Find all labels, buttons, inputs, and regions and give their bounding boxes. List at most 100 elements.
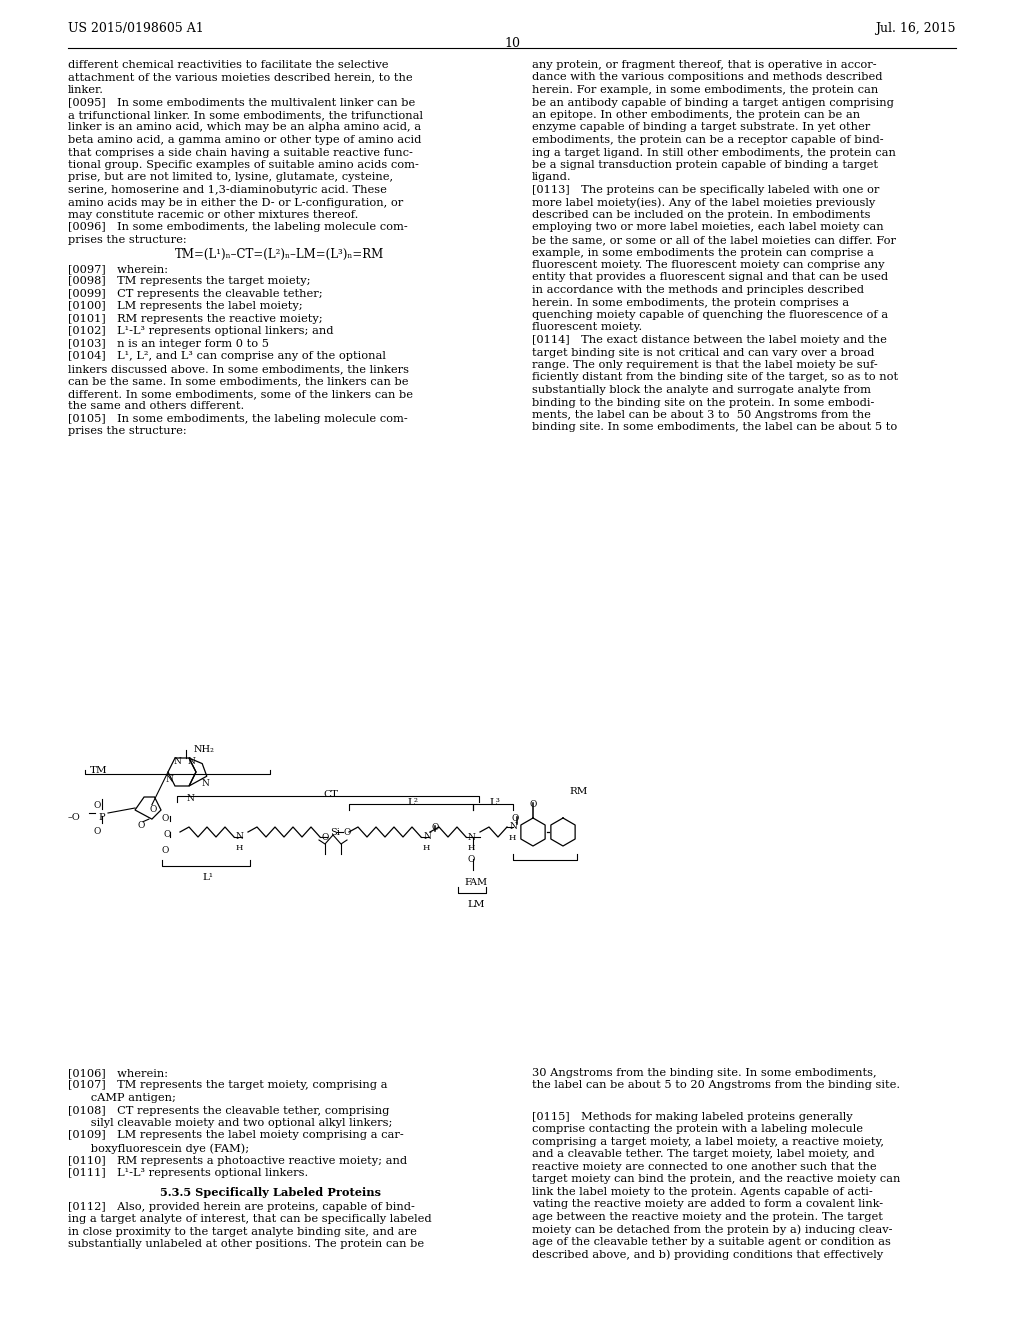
- Text: O: O: [162, 814, 169, 822]
- Text: [0106] wherein:: [0106] wherein:: [68, 1068, 168, 1078]
- Text: [0111] L¹-L³ represents optional linkers.: [0111] L¹-L³ represents optional linkers…: [68, 1168, 308, 1177]
- Text: embodiments, the protein can be a receptor capable of bind-: embodiments, the protein can be a recept…: [532, 135, 884, 145]
- Text: TM: TM: [90, 766, 108, 775]
- Text: ing a target ligand. In still other embodiments, the protein can: ing a target ligand. In still other embo…: [532, 148, 896, 157]
- Text: N: N: [187, 756, 196, 766]
- Text: [0108] CT represents the cleavable tether, comprising: [0108] CT represents the cleavable tethe…: [68, 1106, 389, 1115]
- Text: comprising a target moiety, a label moiety, a reactive moiety,: comprising a target moiety, a label moie…: [532, 1137, 884, 1147]
- Text: [0114] The exact distance between the label moiety and the: [0114] The exact distance between the la…: [532, 335, 887, 345]
- Text: dance with the various compositions and methods described: dance with the various compositions and …: [532, 73, 883, 82]
- Text: fluorescent moiety. The fluorescent moiety can comprise any: fluorescent moiety. The fluorescent moie…: [532, 260, 885, 271]
- Text: ing a target analyte of interest, that can be specifically labeled: ing a target analyte of interest, that c…: [68, 1214, 432, 1224]
- Text: enzyme capable of binding a target substrate. In yet other: enzyme capable of binding a target subst…: [532, 123, 870, 132]
- Text: [0101] RM represents the reactive moiety;: [0101] RM represents the reactive moiety…: [68, 314, 323, 323]
- Text: L²: L²: [407, 799, 418, 807]
- Text: moiety can be detached from the protein by a) inducing cleav-: moiety can be detached from the protein …: [532, 1224, 893, 1234]
- Text: prises the structure:: prises the structure:: [68, 235, 186, 246]
- Text: O: O: [468, 855, 475, 865]
- Text: H: H: [423, 843, 430, 851]
- Text: N: N: [468, 833, 476, 842]
- Text: N: N: [174, 756, 181, 766]
- Text: O: O: [137, 821, 144, 830]
- Text: O: O: [93, 801, 100, 810]
- Text: [0097] wherein:: [0097] wherein:: [68, 264, 168, 273]
- Text: substantially unlabeled at other positions. The protein can be: substantially unlabeled at other positio…: [68, 1239, 424, 1249]
- Text: cAMP antigen;: cAMP antigen;: [68, 1093, 176, 1104]
- Text: ments, the label can be about 3 to  50 Angstroms from the: ments, the label can be about 3 to 50 An…: [532, 411, 870, 420]
- Text: fluorescent moiety.: fluorescent moiety.: [532, 322, 642, 333]
- Text: the label can be about 5 to 20 Angstroms from the binding site.: the label can be about 5 to 20 Angstroms…: [532, 1081, 900, 1090]
- Text: reactive moiety are connected to one another such that the: reactive moiety are connected to one ano…: [532, 1162, 877, 1172]
- Text: H: H: [468, 843, 475, 851]
- Text: O: O: [93, 828, 100, 836]
- Text: prises the structure:: prises the structure:: [68, 426, 186, 436]
- Text: amino acids may be in either the D- or L-configuration, or: amino acids may be in either the D- or L…: [68, 198, 403, 207]
- Text: H: H: [509, 834, 516, 842]
- Text: NH₂: NH₂: [194, 744, 215, 754]
- Text: [0095] In some embodiments the multivalent linker can be: [0095] In some embodiments the multivale…: [68, 98, 416, 107]
- Text: [0104] L¹, L², and L³ can comprise any of the optional: [0104] L¹, L², and L³ can comprise any o…: [68, 351, 386, 362]
- Text: N: N: [509, 822, 517, 832]
- Text: a trifunctional linker. In some embodiments, the trifunctional: a trifunctional linker. In some embodime…: [68, 110, 423, 120]
- Text: quenching moiety capable of quenching the fluorescence of a: quenching moiety capable of quenching th…: [532, 310, 888, 319]
- Text: in accordance with the methods and principles described: in accordance with the methods and princ…: [532, 285, 864, 294]
- Text: O: O: [163, 830, 170, 840]
- Text: RM: RM: [569, 787, 588, 796]
- Text: O: O: [431, 822, 438, 832]
- Text: [0098] TM represents the target moiety;: [0098] TM represents the target moiety;: [68, 276, 310, 286]
- Text: H: H: [236, 843, 244, 851]
- Text: [0113] The proteins can be specifically labeled with one or: [0113] The proteins can be specifically …: [532, 185, 880, 195]
- Text: P: P: [98, 813, 104, 822]
- Text: –O: –O: [68, 813, 81, 822]
- Text: N: N: [202, 779, 210, 788]
- Text: 5.3.5 Specifically Labeled Proteins: 5.3.5 Specifically Labeled Proteins: [160, 1187, 381, 1197]
- Text: vating the reactive moiety are added to form a covalent link-: vating the reactive moiety are added to …: [532, 1200, 883, 1209]
- Text: US 2015/0198605 A1: US 2015/0198605 A1: [68, 22, 204, 36]
- Text: [0107] TM represents the target moiety, comprising a: [0107] TM represents the target moiety, …: [68, 1081, 387, 1090]
- Text: different. In some embodiments, some of the linkers can be: different. In some embodiments, some of …: [68, 389, 413, 399]
- Text: O: O: [511, 814, 518, 822]
- Text: described above, and b) providing conditions that effectively: described above, and b) providing condit…: [532, 1249, 883, 1259]
- Text: may constitute racemic or other mixtures thereof.: may constitute racemic or other mixtures…: [68, 210, 358, 220]
- Text: [0099] CT represents the cleavable tether;: [0099] CT represents the cleavable tethe…: [68, 289, 323, 298]
- Text: different chemical reactivities to facilitate the selective: different chemical reactivities to facil…: [68, 59, 388, 70]
- Text: silyl cleavable moiety and two optional alkyl linkers;: silyl cleavable moiety and two optional …: [68, 1118, 392, 1129]
- Text: O: O: [150, 805, 157, 814]
- Text: ficiently distant from the binding site of the target, so as to not: ficiently distant from the binding site …: [532, 372, 898, 383]
- Text: example, in some embodiments the protein can comprise a: example, in some embodiments the protein…: [532, 248, 873, 257]
- Text: target moiety can bind the protein, and the reactive moiety can: target moiety can bind the protein, and …: [532, 1175, 900, 1184]
- Text: N: N: [236, 832, 244, 841]
- Text: that comprises a side chain having a suitable reactive func-: that comprises a side chain having a sui…: [68, 148, 413, 157]
- Text: any protein, or fragment thereof, that is operative in accor-: any protein, or fragment thereof, that i…: [532, 59, 877, 70]
- Text: [0109] LM represents the label moiety comprising a car-: [0109] LM represents the label moiety co…: [68, 1130, 403, 1140]
- Text: L¹: L¹: [202, 873, 213, 882]
- Text: an epitope. In other embodiments, the protein can be an: an epitope. In other embodiments, the pr…: [532, 110, 860, 120]
- Text: and a cleavable tether. The target moiety, label moiety, and: and a cleavable tether. The target moiet…: [532, 1150, 874, 1159]
- Text: entity that provides a fluorescent signal and that can be used: entity that provides a fluorescent signa…: [532, 272, 888, 282]
- Text: FAM: FAM: [464, 878, 487, 887]
- Text: [0102] L¹-L³ represents optional linkers; and: [0102] L¹-L³ represents optional linkers…: [68, 326, 334, 337]
- Text: [0100] LM represents the label moiety;: [0100] LM represents the label moiety;: [68, 301, 303, 312]
- Text: tional group. Specific examples of suitable amino acids com-: tional group. Specific examples of suita…: [68, 160, 419, 170]
- Text: N: N: [166, 775, 174, 784]
- Text: age of the cleavable tether by a suitable agent or condition as: age of the cleavable tether by a suitabl…: [532, 1237, 891, 1247]
- Text: [0112] Also, provided herein are proteins, capable of bind-: [0112] Also, provided herein are protein…: [68, 1201, 415, 1212]
- Text: boxyfluorescein dye (FAM);: boxyfluorescein dye (FAM);: [68, 1143, 249, 1154]
- Text: age between the reactive moiety and the protein. The target: age between the reactive moiety and the …: [532, 1212, 883, 1222]
- Text: [0115] Methods for making labeled proteins generally: [0115] Methods for making labeled protei…: [532, 1111, 853, 1122]
- Text: serine, homoserine and 1,3-diaminobutyric acid. These: serine, homoserine and 1,3-diaminobutyri…: [68, 185, 387, 195]
- Text: binding site. In some embodiments, the label can be about 5 to: binding site. In some embodiments, the l…: [532, 422, 897, 433]
- Text: be an antibody capable of binding a target antigen comprising: be an antibody capable of binding a targ…: [532, 98, 894, 107]
- Text: O: O: [529, 800, 537, 809]
- Text: prise, but are not limited to, lysine, glutamate, cysteine,: prise, but are not limited to, lysine, g…: [68, 173, 393, 182]
- Text: can be the same. In some embodiments, the linkers can be: can be the same. In some embodiments, th…: [68, 376, 409, 387]
- Text: L³: L³: [489, 799, 500, 807]
- Text: link the label moiety to the protein. Agents capable of acti-: link the label moiety to the protein. Ag…: [532, 1187, 872, 1197]
- Text: binding to the binding site on the protein. In some embodi-: binding to the binding site on the prote…: [532, 397, 874, 408]
- Text: linker is an amino acid, which may be an alpha amino acid, a: linker is an amino acid, which may be an…: [68, 123, 421, 132]
- Text: herein. In some embodiments, the protein comprises a: herein. In some embodiments, the protein…: [532, 297, 849, 308]
- Text: [0096] In some embodiments, the labeling molecule com-: [0096] In some embodiments, the labeling…: [68, 223, 408, 232]
- Text: LM: LM: [467, 900, 484, 909]
- Text: [0105] In some embodiments, the labeling molecule com-: [0105] In some embodiments, the labeling…: [68, 413, 408, 424]
- Text: Jul. 16, 2015: Jul. 16, 2015: [876, 22, 956, 36]
